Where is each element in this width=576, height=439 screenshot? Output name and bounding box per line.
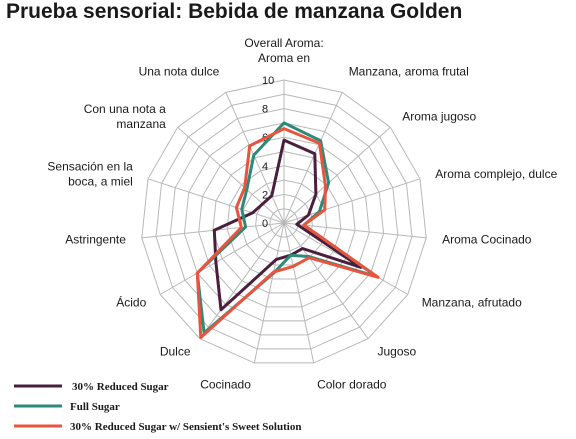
legend-label: 30% Reduced Sugar w/ Sensient's Sweet So… [70, 421, 301, 433]
radial-axis-line [283, 222, 427, 239]
radial-tick-label: 8 [262, 104, 268, 116]
radial-tick-label: 2 [262, 189, 268, 201]
grid-ring [255, 193, 313, 252]
category-label: Una nota dulce [139, 65, 220, 79]
category-label: Astringente [65, 233, 126, 247]
radial-axis-line [159, 222, 285, 295]
series-layer [195, 121, 380, 339]
radial-tick-label: 10 [262, 75, 274, 87]
radial-axis-line [253, 222, 285, 364]
category-label: Ácido [116, 295, 146, 310]
legend-label: 30% Reduced Sugar [72, 381, 169, 393]
grid-ring [269, 208, 299, 238]
category-label: Aroma complejo, dulce [435, 167, 557, 181]
category-label: Overall Aroma: Aroma en [244, 36, 323, 65]
grid-ring [141, 79, 427, 364]
category-label: Sensación en la boca, a miel [47, 159, 133, 188]
radial-tick-label: 4 [262, 161, 268, 173]
grid-ring [183, 122, 385, 322]
series-line [195, 127, 380, 339]
category-label: Manzana, afrutado [422, 296, 522, 310]
category-labels: Overall Aroma: Aroma en Manzana, aroma fru… [47, 36, 557, 392]
radial-axis-line [283, 92, 343, 224]
category-label: Aroma jugoso [402, 110, 476, 124]
radial-axis-line [177, 126, 285, 224]
radial-axis-line [225, 92, 285, 224]
grid-ring [155, 93, 413, 350]
radar-grid [141, 79, 427, 364]
grid-ring [212, 150, 356, 294]
radial-axis-line [147, 178, 285, 224]
series-line [212, 138, 363, 312]
legend-label: Full Sugar [70, 401, 120, 413]
grid-ring [169, 108, 399, 336]
category-label: Color dorado [317, 378, 387, 392]
grid-ring [226, 165, 342, 280]
category-label: Cocinado [200, 378, 251, 392]
category-label: Jugoso [378, 345, 417, 359]
category-label: Aroma Cocinado [442, 233, 532, 247]
legend: 30% Reduced Sugar Full Sugar 30% Reduced S… [14, 381, 301, 433]
category-label: Dulce [160, 345, 191, 359]
radial-axis-line [283, 222, 315, 364]
radial-axis-line [283, 222, 369, 339]
radial-tick-label: 0 [262, 218, 268, 230]
radial-axis-line [199, 222, 285, 339]
grid-ring [198, 136, 370, 308]
radial-axis-line [283, 126, 391, 224]
grid-ring [240, 179, 328, 266]
chart-title: Prueba sensorial: Bebida de manzana Gold… [6, 0, 462, 23]
category-label: Manzana, aroma frutal [349, 65, 469, 79]
category-label: Con una nota a manzana [84, 102, 166, 131]
